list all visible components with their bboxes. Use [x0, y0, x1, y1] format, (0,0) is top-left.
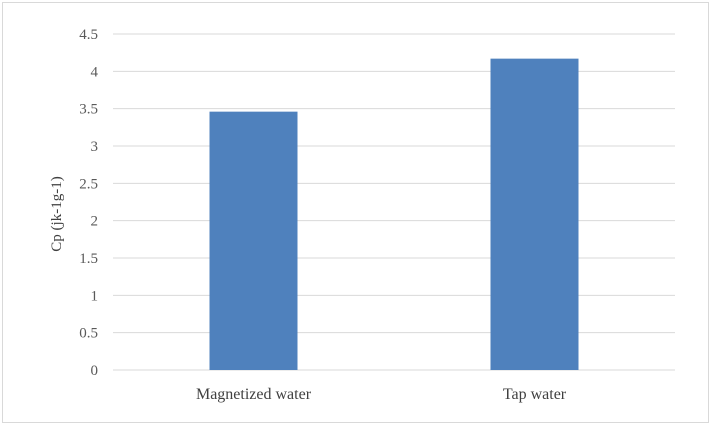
y-tick-label: 3 [91, 139, 99, 155]
y-tick-label: 1 [91, 288, 99, 304]
x-category-label: Magnetized water [196, 386, 312, 403]
y-tick-label: 4.5 [79, 27, 98, 43]
bar-tap-water [490, 58, 579, 370]
y-tick-label: 1.5 [79, 251, 98, 267]
x-category-labels: Magnetized water Tap water [196, 386, 567, 403]
y-tick-label: 2 [91, 214, 99, 230]
y-tick-label: 4 [91, 64, 99, 80]
bars [209, 58, 579, 371]
y-tick-label: 0 [91, 363, 99, 379]
y-tick-label: 3.5 [79, 102, 98, 118]
bar-magnetized-water [209, 111, 298, 371]
y-tick-labels: 0 0.5 1 1.5 2 2.5 3 3.5 4 4.5 [79, 27, 98, 379]
gridlines [113, 33, 675, 371]
y-axis-title: Cp (jk-1g-1) [49, 176, 65, 251]
x-category-label: Tap water [503, 386, 567, 403]
y-tick-label: 0.5 [79, 326, 98, 342]
chart-frame [2, 2, 709, 423]
y-tick-label: 2.5 [79, 176, 98, 192]
